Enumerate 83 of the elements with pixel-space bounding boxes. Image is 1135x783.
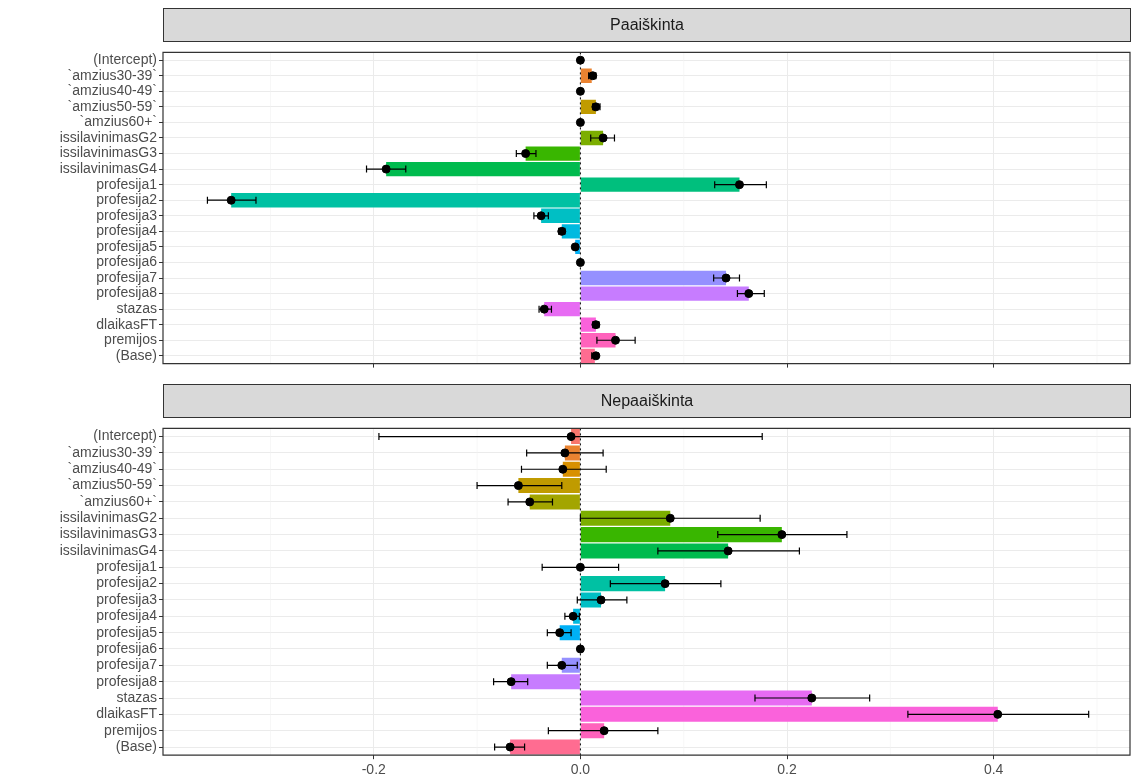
y-tick-label: profesija5 (96, 237, 158, 254)
bar (518, 478, 580, 494)
y-tick-label: profesija6 (96, 253, 158, 270)
y-tick-label: issilavinimasG3 (59, 525, 158, 542)
y-tick-label: profesija2 (96, 574, 158, 591)
y-tick-label: issilavinimasG4 (59, 159, 158, 176)
point (665, 513, 675, 523)
bar (544, 301, 580, 317)
point (575, 644, 585, 654)
bar (541, 208, 580, 223)
bar (529, 494, 580, 510)
y-tick-label: stazas (116, 300, 157, 316)
point (611, 335, 621, 345)
bar (580, 270, 727, 286)
y-tick-label: issilavinimasG3 (59, 144, 158, 161)
bar (510, 739, 580, 755)
point (993, 709, 1003, 719)
point (513, 481, 523, 491)
y-tick-label: stazas (116, 688, 157, 705)
y-tick-label: profesija8 (96, 672, 158, 689)
bar (580, 286, 749, 301)
point (575, 257, 585, 267)
bar (231, 193, 580, 208)
chart-title: Nepaaiškinta (163, 384, 1131, 418)
y-tick-label: `amzius60+` (79, 492, 157, 509)
bar (580, 527, 782, 543)
y-tick-label: dlaikasFT (96, 315, 158, 332)
point (521, 149, 531, 159)
y-tick-label: profesija7 (96, 268, 158, 285)
point (558, 464, 568, 474)
y-tick-label: `amzius30-39` (67, 443, 157, 460)
y-tick-label: profesija6 (96, 639, 158, 656)
bar (386, 161, 580, 177)
y-tick-label: (Intercept) (93, 427, 157, 444)
y-tick-label: profesija4 (96, 222, 158, 239)
bar (511, 674, 580, 690)
point (575, 86, 585, 96)
point (575, 117, 585, 127)
y-tick-label: issilavinimasG2 (59, 509, 158, 526)
y-tick-label: `amzius50-59` (67, 476, 157, 493)
point (570, 242, 580, 252)
chart-title: Paaiškinta (163, 8, 1131, 42)
x-tick-label: 0.4 (983, 761, 1004, 778)
point (557, 660, 567, 670)
y-tick-label: premijos (104, 721, 157, 738)
y-tick-label: profesija3 (96, 590, 158, 607)
y-tick-label: profesija3 (96, 206, 158, 223)
x-tick-label: -0.2 (361, 761, 387, 778)
point (744, 289, 754, 299)
bar (580, 706, 998, 722)
bar (580, 576, 666, 592)
y-tick-label: `amzius50-59` (67, 97, 157, 114)
point (555, 628, 565, 638)
y-tick-label: `amzius40-49` (67, 82, 157, 99)
point (506, 677, 516, 687)
y-tick-label: (Intercept) (93, 51, 157, 68)
point (734, 180, 744, 190)
y-tick-label: `amzius30-39` (67, 66, 157, 83)
y-tick-label: profesija7 (96, 656, 158, 673)
y-tick-label: premijos (104, 331, 157, 348)
y-tick-label: (Base) (115, 737, 157, 754)
y-tick-label: profesija4 (96, 607, 158, 624)
bar (580, 510, 671, 526)
bar (580, 690, 812, 706)
y-tick-label: profesija1 (96, 175, 158, 192)
y-tick-label: issilavinimasG4 (59, 541, 158, 558)
point (777, 530, 787, 540)
point (575, 55, 585, 65)
y-tick-label: (Base) (115, 346, 157, 363)
x-tick-label: 0.0 (570, 761, 591, 778)
y-tick-label: dlaikasFT (96, 705, 158, 722)
y-tick-label: profesija5 (96, 623, 158, 640)
y-tick-label: profesija1 (96, 558, 158, 575)
y-tick-label: profesija8 (96, 284, 158, 301)
y-tick-label: profesija2 (96, 191, 158, 208)
y-tick-label: `amzius60+` (79, 113, 157, 130)
y-tick-label: issilavinimasG2 (59, 128, 158, 145)
y-tick-label: `amzius40-49` (67, 460, 157, 477)
bar (580, 543, 729, 559)
point (226, 195, 236, 205)
bar (580, 177, 740, 192)
bar (525, 146, 580, 161)
x-tick-label: 0.2 (777, 761, 797, 778)
